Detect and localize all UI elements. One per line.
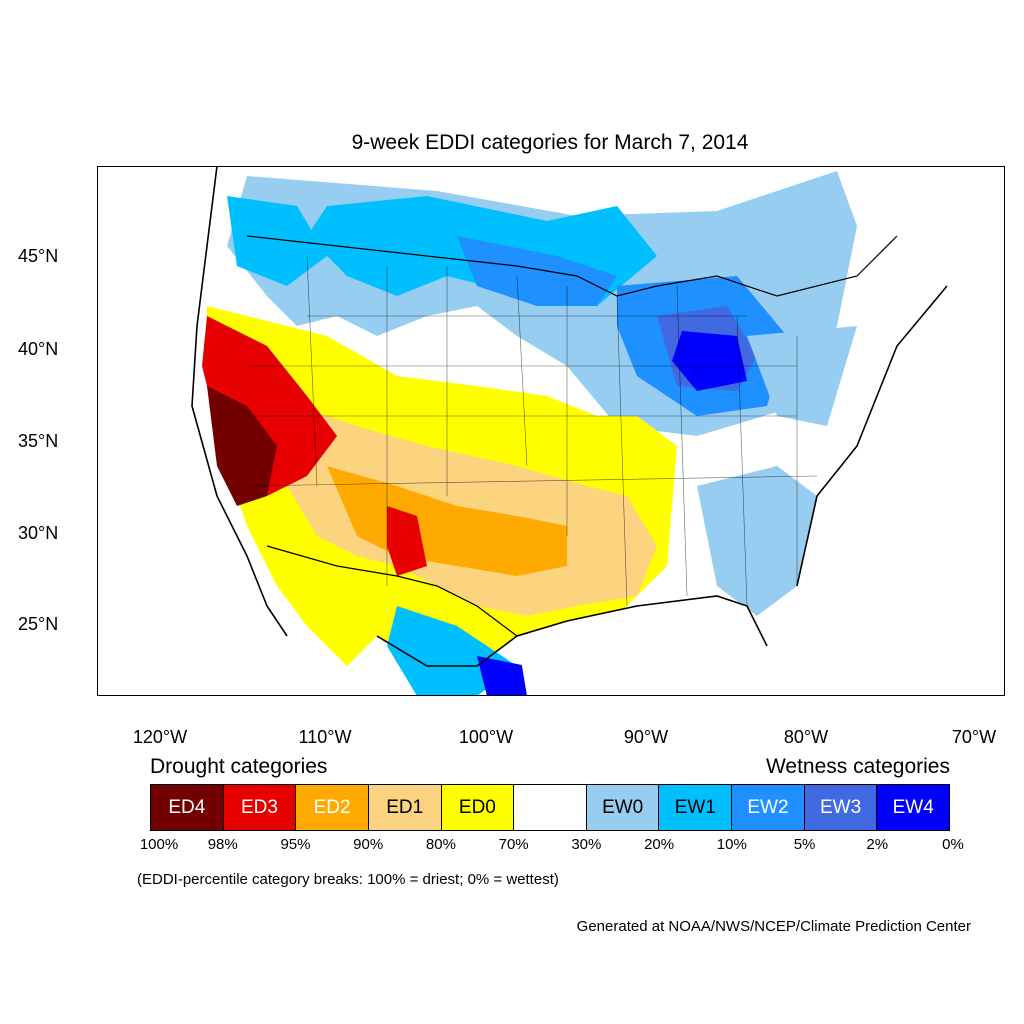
- legend-box-normal: [514, 785, 587, 830]
- legend-box-ed2: ED2: [296, 785, 369, 830]
- break-label: 20%: [644, 836, 675, 853]
- us-mexico-border: [266, 545, 518, 637]
- northeast-ew0: [747, 326, 857, 426]
- break-label: 98%: [207, 836, 238, 853]
- lat-label-35: 35°N: [18, 431, 59, 451]
- break-label: 70%: [498, 836, 529, 853]
- lat-label-30: 30°N: [18, 523, 59, 543]
- atlantic-ocean: [777, 256, 1005, 696]
- break-label: 10%: [716, 836, 747, 853]
- legend-box-ed0: ED0: [441, 785, 515, 830]
- legend-box-ew0: EW0: [586, 785, 660, 830]
- legend-box-ed4: ED4: [151, 785, 224, 830]
- plains-ew2: [457, 236, 617, 306]
- credit-line: Generated at NOAA/NWS/NCEP/Climate Predi…: [576, 918, 971, 935]
- drought-heading: Drought categories: [150, 755, 328, 778]
- break-label: 90%: [353, 836, 384, 853]
- lat-label-40: 40°N: [18, 339, 59, 359]
- category-legend: ED4 ED3 ED2 ED1 ED0 EW0 EW1 EW2 EW3 EW4: [150, 784, 950, 831]
- legend-box-ew3: EW3: [804, 785, 878, 830]
- pacific-northwest-ew2: [227, 196, 327, 286]
- legend-box-ed1: ED1: [368, 785, 442, 830]
- lon-label-90: 90°W: [623, 727, 669, 747]
- new-mexico-ed3: [387, 506, 427, 576]
- us-canada-border: [246, 235, 898, 297]
- break-label: 2%: [866, 836, 889, 853]
- break-label: 5%: [793, 836, 816, 853]
- wetness-heading: Wetness categories: [765, 755, 950, 778]
- lon-label-70: 70°W: [951, 727, 997, 747]
- eddi-map: [97, 166, 1005, 696]
- lat-label-45: 45°N: [18, 246, 59, 266]
- legend-box-ew1: EW1: [659, 785, 733, 830]
- state-lines: [217, 255, 818, 607]
- map-title: 9-week EDDI categories for March 7, 2014: [351, 131, 749, 154]
- break-label: 95%: [280, 836, 311, 853]
- break-label: 0%: [942, 836, 964, 853]
- lat-label-25: 25°N: [18, 614, 59, 634]
- lon-label-110: 110°W: [298, 727, 352, 747]
- category-note: (EDDI-percentile category breaks: 100% =…: [137, 871, 559, 888]
- break-label: 80%: [425, 836, 456, 853]
- lon-label-120: 120°W: [132, 727, 188, 747]
- pacific-ocean: [97, 166, 267, 696]
- break-label: 100%: [139, 836, 179, 853]
- break-label: 30%: [571, 836, 602, 853]
- coastline: [191, 166, 948, 667]
- legend-box-ew4: EW4: [877, 785, 950, 830]
- legend-box-ew2: EW2: [732, 785, 805, 830]
- gulf-of-mexico: [517, 596, 757, 696]
- southeast-ew0: [697, 466, 817, 616]
- great-lakes-ew4: [672, 331, 747, 391]
- lon-label-100: 100°W: [458, 727, 514, 747]
- lon-label-80: 80°W: [783, 727, 829, 747]
- legend-box-ed3: ED3: [223, 785, 297, 830]
